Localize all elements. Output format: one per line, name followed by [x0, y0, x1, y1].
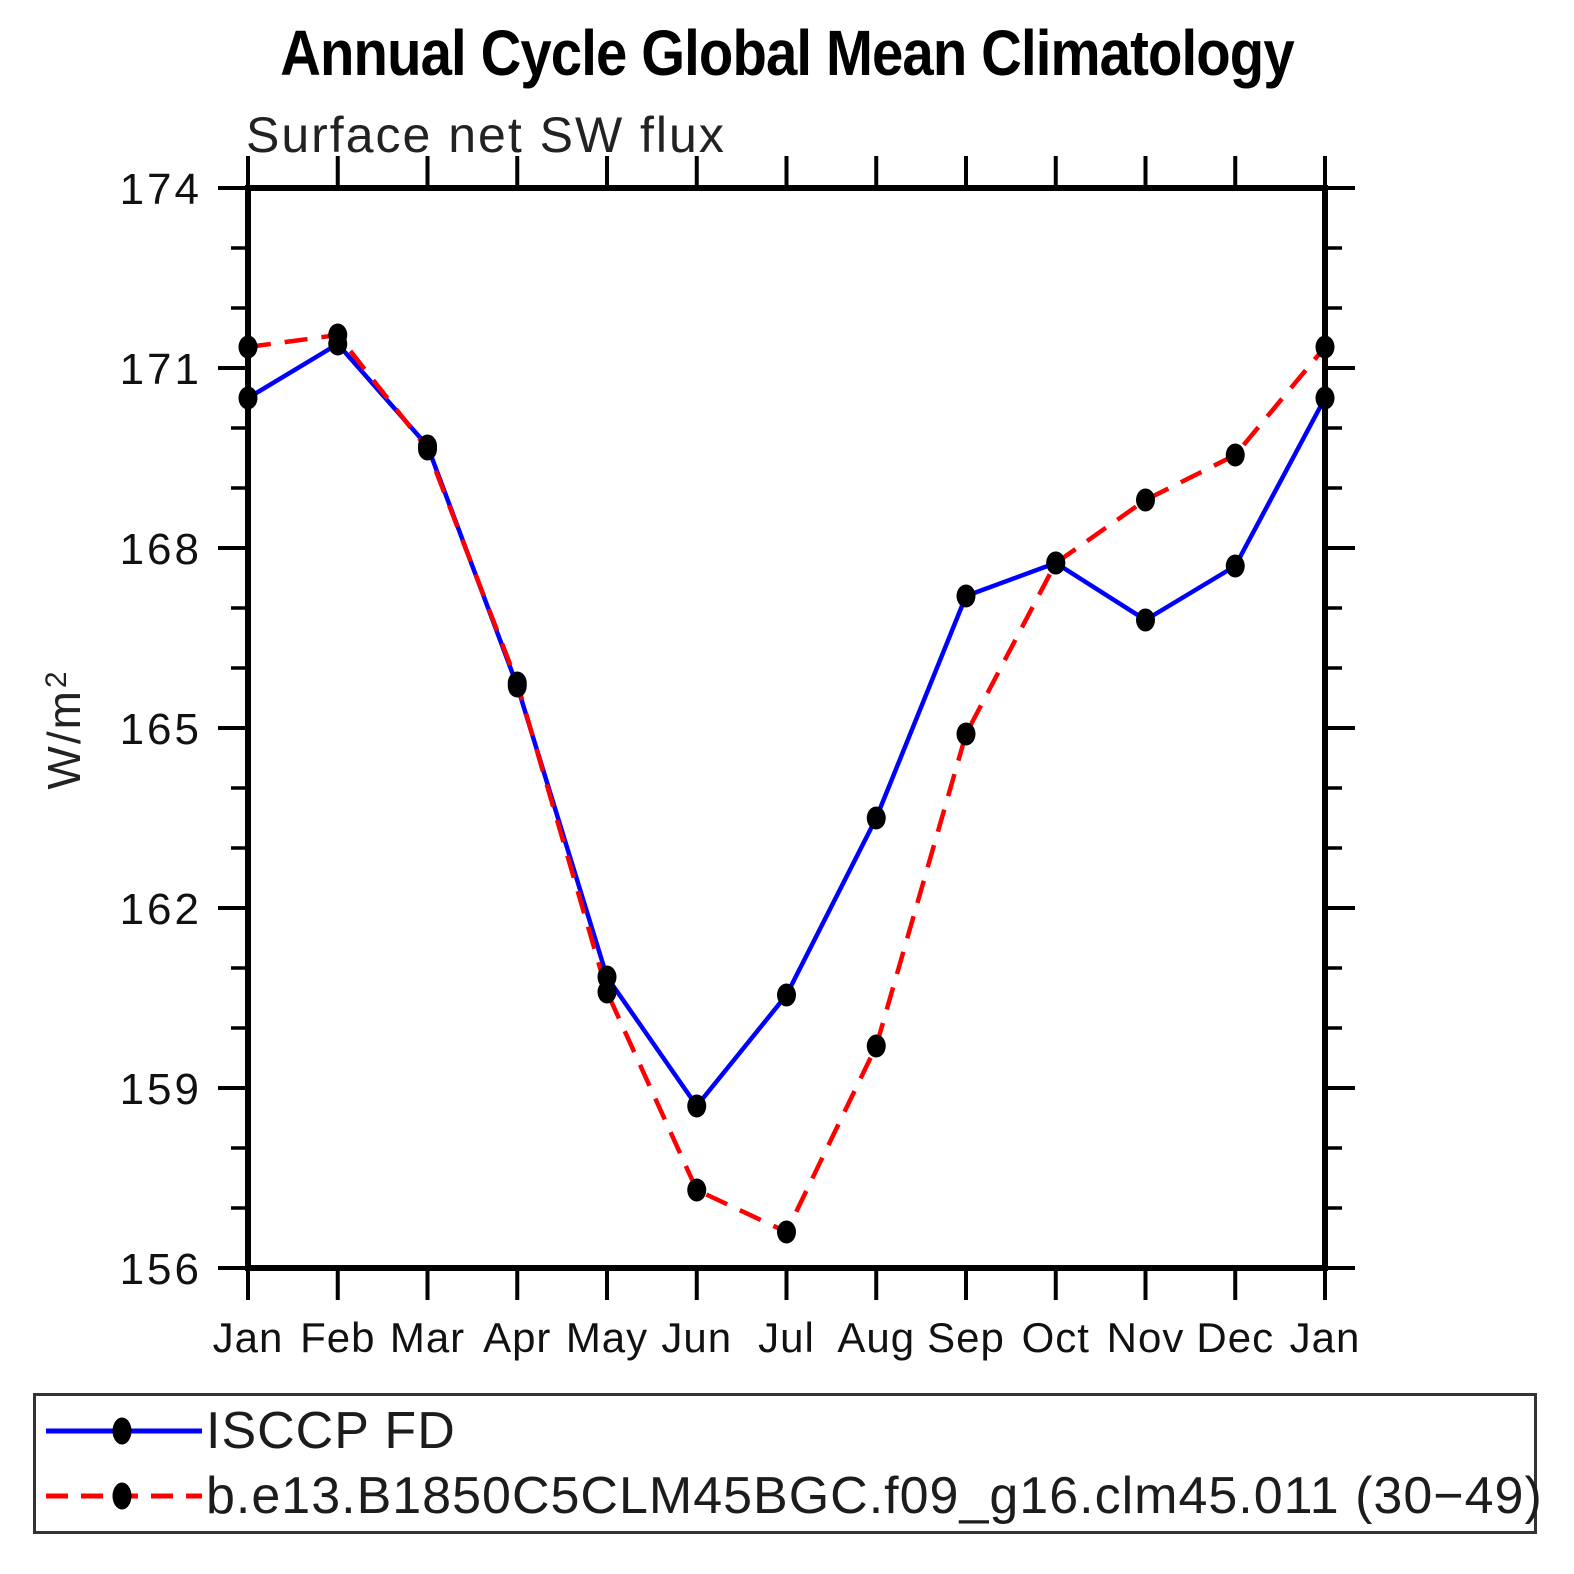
- legend-item-model: b.e13.B1850C5CLM45BGC.f09_g16.clm45.011 …: [44, 1467, 1542, 1525]
- data-point-marker: [507, 671, 527, 695]
- data-point-marker: [777, 983, 796, 1007]
- x-tick-label: Jan: [1290, 1314, 1361, 1361]
- legend-marker-icon: [112, 1417, 132, 1445]
- x-tick-label: Jul: [758, 1314, 815, 1361]
- data-point-marker: [866, 1034, 886, 1058]
- x-tick-label: Sep: [927, 1314, 1005, 1361]
- x-tick-label: Nov: [1107, 1314, 1185, 1361]
- x-tick-label: Apr: [483, 1314, 551, 1361]
- x-tick-label: Feb: [300, 1314, 375, 1361]
- y-tick-label: 162: [120, 885, 202, 934]
- legend-box: ISCCP FD b.e13.B1850C5CLM45BGC.f09_g16.c…: [33, 1393, 1542, 1534]
- y-tick-label: 156: [120, 1245, 202, 1294]
- data-point-marker: [1136, 608, 1155, 632]
- legend-label-isccp: ISCCP FD: [206, 1402, 456, 1461]
- y-tick-label: 171: [120, 345, 202, 394]
- data-point-marker: [418, 437, 437, 461]
- x-tick-label: May: [566, 1314, 648, 1361]
- axis-tick-labels: 156 159 162 165 168 171 174 Jan Feb Mar Apr May Jun J…: [120, 165, 1361, 1361]
- data-point-marker: [956, 722, 976, 746]
- legend-solid-line-sample: [46, 1417, 202, 1445]
- plot-frame: [245, 185, 1328, 1271]
- series-1-line: [247, 332, 1327, 1235]
- data-point-marker: [1046, 551, 1066, 575]
- data-point-marker: [238, 386, 258, 410]
- legend-marker-icon: [112, 1482, 132, 1510]
- data-point-marker: [1315, 386, 1335, 410]
- data-point-marker: [687, 1094, 707, 1118]
- chart-title: Annual Cycle Global Mean Climatology: [280, 17, 1294, 89]
- x-tick-label: Oct: [1022, 1314, 1090, 1361]
- axis-ticks: [218, 156, 1355, 1300]
- data-point-marker: [687, 1178, 707, 1202]
- y-tick-label: 168: [120, 525, 202, 574]
- y-tick-label: 165: [120, 705, 202, 754]
- legend-dashed-line-sample: [46, 1482, 202, 1510]
- chart-subtitle: Surface net SW flux: [246, 107, 726, 163]
- data-point-marker: [1225, 443, 1245, 467]
- data-point-marker: [328, 323, 348, 347]
- x-tick-label: Mar: [390, 1314, 465, 1361]
- data-point-marker: [1136, 488, 1155, 512]
- series-0-markers: [238, 332, 1335, 1118]
- legend-item-isccp: ISCCP FD: [44, 1402, 1534, 1460]
- series-1-markers: [238, 323, 1335, 1244]
- data-point-marker: [1315, 335, 1335, 359]
- data-point-marker: [777, 1220, 796, 1244]
- data-point-marker: [1225, 554, 1245, 578]
- data-point-marker: [238, 335, 258, 359]
- data-point-marker: [866, 806, 886, 830]
- x-tick-label: Dec: [1196, 1314, 1274, 1361]
- x-tick-label: Jun: [661, 1314, 732, 1361]
- data-point-marker: [956, 584, 976, 608]
- x-tick-label: Aug: [837, 1314, 915, 1361]
- y-tick-label: 174: [120, 165, 202, 214]
- data-point-marker: [597, 980, 617, 1004]
- y-tick-label: 159: [120, 1065, 202, 1114]
- legend-label-model: b.e13.B1850C5CLM45BGC.f09_g16.clm45.011 …: [206, 1466, 1543, 1525]
- x-tick-label: Jan: [213, 1314, 284, 1361]
